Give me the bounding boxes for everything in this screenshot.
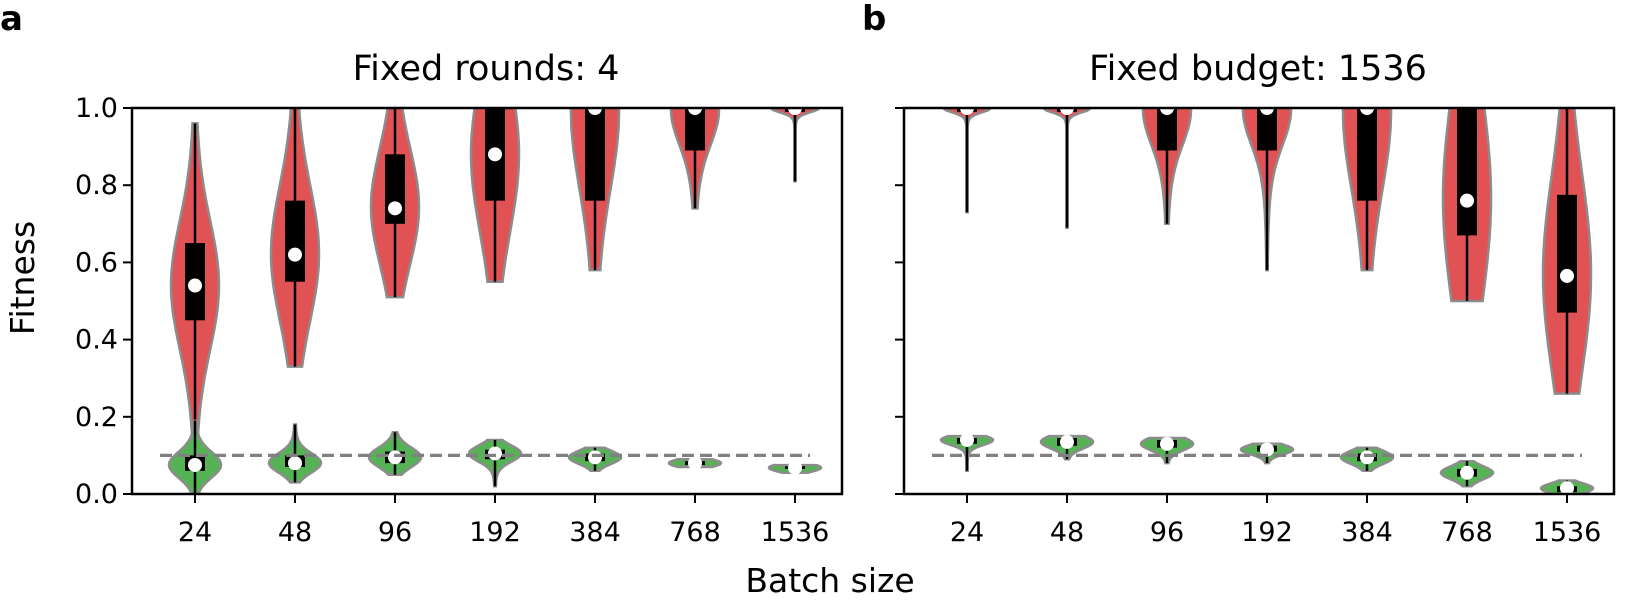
panel-a: a Fixed rounds: 4 0.0 0.2 0.4 0.6 0.8 1.0 24 48… [0,0,844,548]
median-dot-top-192 [488,147,502,162]
iqr-box-top-768 [685,108,705,151]
median-dot-top-1536 [1560,268,1574,283]
x-tick-label: 24 [950,517,984,548]
iqr-box-top-384 [585,108,605,201]
median-dot-top-48 [1060,108,1074,115]
panel-a-title: Fixed rounds: 4 [353,49,620,89]
iqr-box-top-192 [1257,108,1277,151]
y-tick-label: 1.0 [75,93,118,124]
x-axis-label: Batch size [745,561,914,600]
median-dot-bottom-1536 [788,460,802,475]
median-dot-top-384 [588,108,602,115]
y-tick-label: 0.4 [75,325,118,356]
x-tick-label: 1536 [1533,517,1602,548]
median-dot-top-768 [1460,193,1474,208]
iqr-box-top-384 [1357,108,1377,201]
median-dot-bottom-48 [288,456,302,471]
iqr-box-top-48 [285,200,305,282]
y-tick-label: 0.0 [75,479,118,510]
y-tick-label: 0.6 [75,247,118,278]
median-dot-bottom-768 [688,456,702,471]
x-tick-label: 192 [1241,517,1293,548]
x-tick-label: 96 [378,517,412,548]
median-dot-top-1536 [788,108,802,115]
median-dot-bottom-384 [1360,450,1374,465]
median-dot-bottom-192 [488,446,502,461]
median-dot-top-192 [1260,108,1274,115]
median-dot-bottom-1536 [1560,481,1574,494]
median-dot-top-96 [388,201,402,216]
median-dot-bottom-48 [1060,434,1074,449]
median-dot-top-24 [188,278,202,293]
x-tick-label: 192 [469,517,521,548]
median-dot-bottom-24 [188,458,202,473]
panel-letter-b: b [862,0,886,39]
y-tick-label: 0.8 [75,170,118,201]
median-dot-top-24 [960,108,974,115]
median-dot-top-96 [1160,108,1174,115]
x-tick-label: 48 [1050,517,1084,548]
median-dot-top-768 [688,108,702,115]
median-dot-bottom-768 [1460,465,1474,480]
panel-letter-a: a [0,0,23,39]
median-dot-bottom-24 [960,432,974,447]
x-tick-label: 48 [278,517,312,548]
iqr-box-top-768 [1457,108,1477,236]
y-axis-label: Fitness [3,221,42,335]
x-tick-label: 384 [569,517,621,548]
y-tick-label: 0.2 [75,402,118,433]
median-dot-bottom-384 [588,450,602,465]
panel-b: b Fixed budget: 1536 24 48 96 192 384 768 1536 [862,0,1616,548]
x-tick-label: 96 [1150,517,1184,548]
median-dot-top-48 [288,247,302,262]
x-tick-label: 768 [669,517,721,548]
plot-area-b: 24 48 96 192 384 768 1536 [895,106,1616,548]
median-dot-top-384 [1360,108,1374,115]
iqr-box-top-1536 [1557,194,1577,313]
x-tick-label: 24 [178,517,212,548]
x-tick-label: 1536 [761,517,830,548]
panel-b-title: Fixed budget: 1536 [1089,49,1427,89]
median-dot-bottom-192 [1260,442,1274,457]
iqr-box-top-96 [1157,108,1177,151]
median-dot-bottom-96 [388,450,402,465]
plot-frame [130,106,844,496]
x-tick-label: 768 [1441,517,1493,548]
x-tick-label: 384 [1341,517,1393,548]
plot-frame [902,106,1616,496]
plot-area-a: 0.0 0.2 0.4 0.6 0.8 1.0 24 48 96 192 384 768 1536 [75,93,844,548]
median-dot-bottom-96 [1160,436,1174,451]
